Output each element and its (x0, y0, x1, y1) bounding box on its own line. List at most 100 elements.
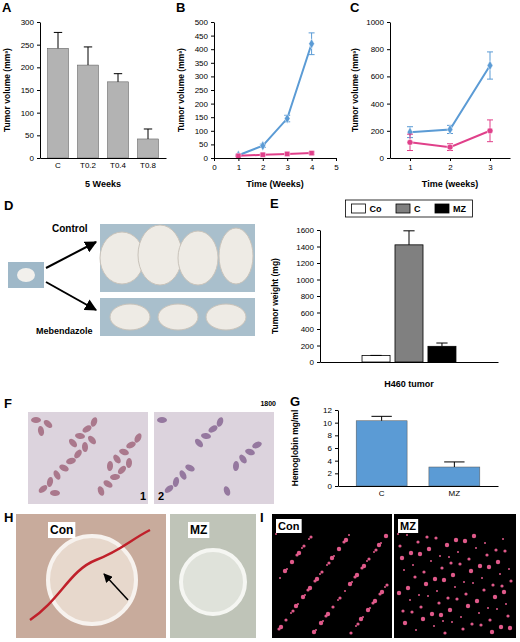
tick-label: 600 (371, 72, 385, 81)
tick: 1000 (366, 18, 390, 27)
error-bar (144, 129, 152, 139)
legend-label: MZ (453, 204, 466, 214)
tick-mark (37, 67, 40, 68)
error-bar (407, 134, 413, 150)
tick-mark (335, 448, 338, 449)
cell (97, 485, 106, 496)
error-bar (487, 52, 493, 79)
tick: 100 (21, 109, 40, 118)
cell (126, 458, 133, 468)
stain (446, 596, 449, 599)
label-patch (276, 519, 302, 533)
tick-mark (335, 486, 338, 487)
tick: 400 (301, 325, 320, 334)
tick: 1 (408, 158, 413, 172)
tick-label: 400 (371, 100, 385, 109)
stain (277, 627, 280, 630)
axis: CT0.2T0.4T0.8 (41, 158, 167, 170)
error-bar (403, 231, 414, 245)
stain (439, 613, 443, 617)
error-bar (436, 343, 447, 346)
stain (301, 595, 305, 599)
tick-mark (335, 423, 338, 424)
axis: 024681012 (323, 406, 338, 491)
stain (454, 538, 458, 542)
tick-label: 250 (21, 41, 35, 50)
tick-mark (211, 63, 214, 64)
image-label: MZ (400, 520, 416, 532)
tick-label: 2 (261, 163, 266, 172)
image-label: 2 (158, 490, 164, 502)
stain (434, 536, 437, 539)
stain (427, 595, 429, 597)
stain (291, 609, 294, 612)
tick-label: 50 (25, 131, 34, 140)
tick-mark (387, 131, 390, 132)
tick-mark (317, 263, 320, 264)
stain (496, 560, 500, 564)
cell (110, 473, 121, 480)
bar (356, 421, 407, 486)
stain (493, 595, 497, 599)
panel-letter: A (2, 0, 12, 15)
image-label: Con (50, 523, 73, 537)
stain (327, 561, 330, 564)
stain (454, 586, 456, 588)
stain (348, 582, 352, 586)
tick-mark (490, 158, 491, 161)
tick-mark (317, 362, 320, 363)
tick: 450 (195, 32, 214, 41)
stain (443, 631, 446, 634)
panel-letter: E (270, 196, 279, 211)
photo (272, 514, 392, 638)
stain (412, 564, 414, 566)
cell (67, 437, 78, 448)
plot: 050100150200250300CT0.2T0.4T0.8 (21, 18, 167, 170)
tick-label: 1600 (296, 226, 314, 235)
tumor (100, 232, 144, 284)
tick: 1600 (296, 226, 320, 235)
tick: T0.2 (80, 158, 97, 170)
tick: 50 (25, 131, 40, 140)
cell (37, 426, 45, 437)
stain (460, 616, 462, 618)
tumor (178, 231, 218, 285)
stain (397, 591, 401, 595)
stain (436, 590, 438, 592)
tick-label: 200 (21, 63, 35, 72)
tick-mark (263, 158, 264, 161)
tick-mark (287, 158, 288, 161)
stain (342, 540, 345, 543)
tick-mark (317, 346, 320, 347)
axis-line (338, 411, 339, 487)
bar (362, 355, 390, 362)
cell (163, 484, 175, 495)
stain (324, 614, 327, 617)
tick-label: 2 (448, 163, 453, 172)
tick: T0.8 (140, 158, 157, 170)
image-label: Control (52, 223, 88, 234)
tick: 2 (328, 469, 338, 478)
legend-label: Co (370, 204, 382, 214)
cell (118, 448, 129, 457)
stain (416, 540, 419, 543)
error-bar (371, 416, 391, 420)
stain (418, 594, 420, 596)
plot: 024681012CMZ (323, 406, 498, 498)
stain (418, 552, 422, 556)
legend: CoCMZ (346, 200, 473, 217)
stain (295, 553, 298, 556)
marker (309, 150, 314, 155)
stain (403, 621, 407, 625)
cell (86, 434, 97, 445)
line (238, 44, 311, 156)
tick-mark (211, 131, 214, 132)
y-axis-title: Tumor volume (mm³) (2, 48, 12, 132)
arrow (46, 282, 96, 310)
stain (472, 534, 476, 538)
stain (455, 597, 458, 600)
y-axis-title: Tumor weight (mg) (270, 258, 280, 334)
marks (235, 33, 314, 158)
tick-label: 150 (195, 113, 209, 122)
tick-mark (387, 22, 390, 23)
